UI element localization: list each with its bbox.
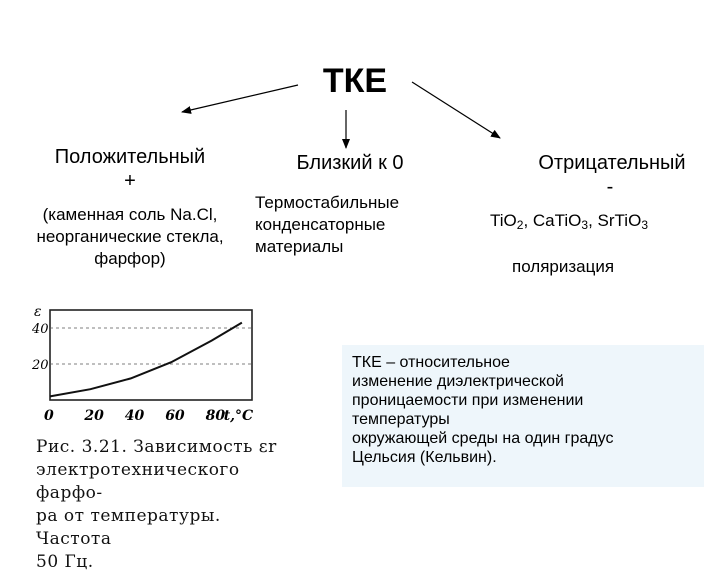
x-tick-label: 20 [83,408,104,424]
zero-example-line: конденсаторные [255,215,386,234]
positive-example-line: фарфор) [94,249,166,268]
positive-sign: + [124,170,136,192]
formula-tio2: TiO2, [490,211,533,232]
definition-line: Цельсия (Кельвин). [352,449,497,466]
definition-box: ТКЕ – относительное изменение диэлектрич… [342,345,704,487]
negative-formulas: TiO2, CaTiO3, SrTiO3 [490,210,715,236]
positive-heading: Положительный [54,146,206,168]
plot-frame [49,309,253,401]
x-tick-label: 0 [44,408,54,424]
diagram-arrows [181,81,501,149]
definition-line: окружающей среды на один градус [352,430,614,447]
zero-example-line: материалы [255,237,344,256]
negative-heading: Отрицательный [538,152,686,174]
y-axis-symbol: ε [34,304,42,320]
definition-line: проницаемости при изменении [352,392,584,409]
zero-examples: Термостабильные конденсаторные материалы [255,192,435,258]
arrow-to-negative [411,81,501,139]
definition-line: температуры [352,411,450,428]
plot-area: ε 40 20 0 20 40 60 80t,°C [31,304,253,424]
caption-line: ра от температуры. Частота [36,506,221,549]
negative-note: поляризация [512,257,615,276]
definition-line: изменение диэлектрической [352,373,564,390]
temperature-curve [49,321,243,398]
positive-example-line: неорганические стекла, [36,227,224,246]
x-tick-label: 60 [165,408,185,424]
x-tick-label: 80 [206,408,226,424]
y-tick-label: 40 [31,322,49,337]
definition-line: ТКЕ – относительное [352,354,510,371]
negative-sign: - [606,176,614,198]
formula-catio3: CaTiO3, [532,211,598,232]
arrow-to-positive [181,84,299,114]
figure-caption: Рис. 3.21. Зависимость εr электротехниче… [36,436,286,574]
x-axis-unit: t,°C [224,408,253,424]
caption-line: Рис. 3.21. Зависимость εr [36,437,277,457]
formula-srtio3: SrTiO3 [597,211,648,232]
caption-line: электротехнического фарфо- [36,460,240,503]
zero-heading: Близкий к 0 [296,152,404,174]
caption-line: 50 Гц. [36,552,94,572]
figure-scan: ε 40 20 0 20 40 60 80t,°C [31,304,253,424]
x-tick-label: 40 [125,408,145,424]
positive-example-line: (каменная соль Na.Cl, [42,205,218,224]
y-tick-label: 20 [31,358,49,373]
zero-example-line: Термостабильные [255,193,400,212]
diagram-title: ТКЕ [322,62,388,100]
positive-examples: (каменная соль Na.Cl, неорганические сте… [10,204,250,270]
